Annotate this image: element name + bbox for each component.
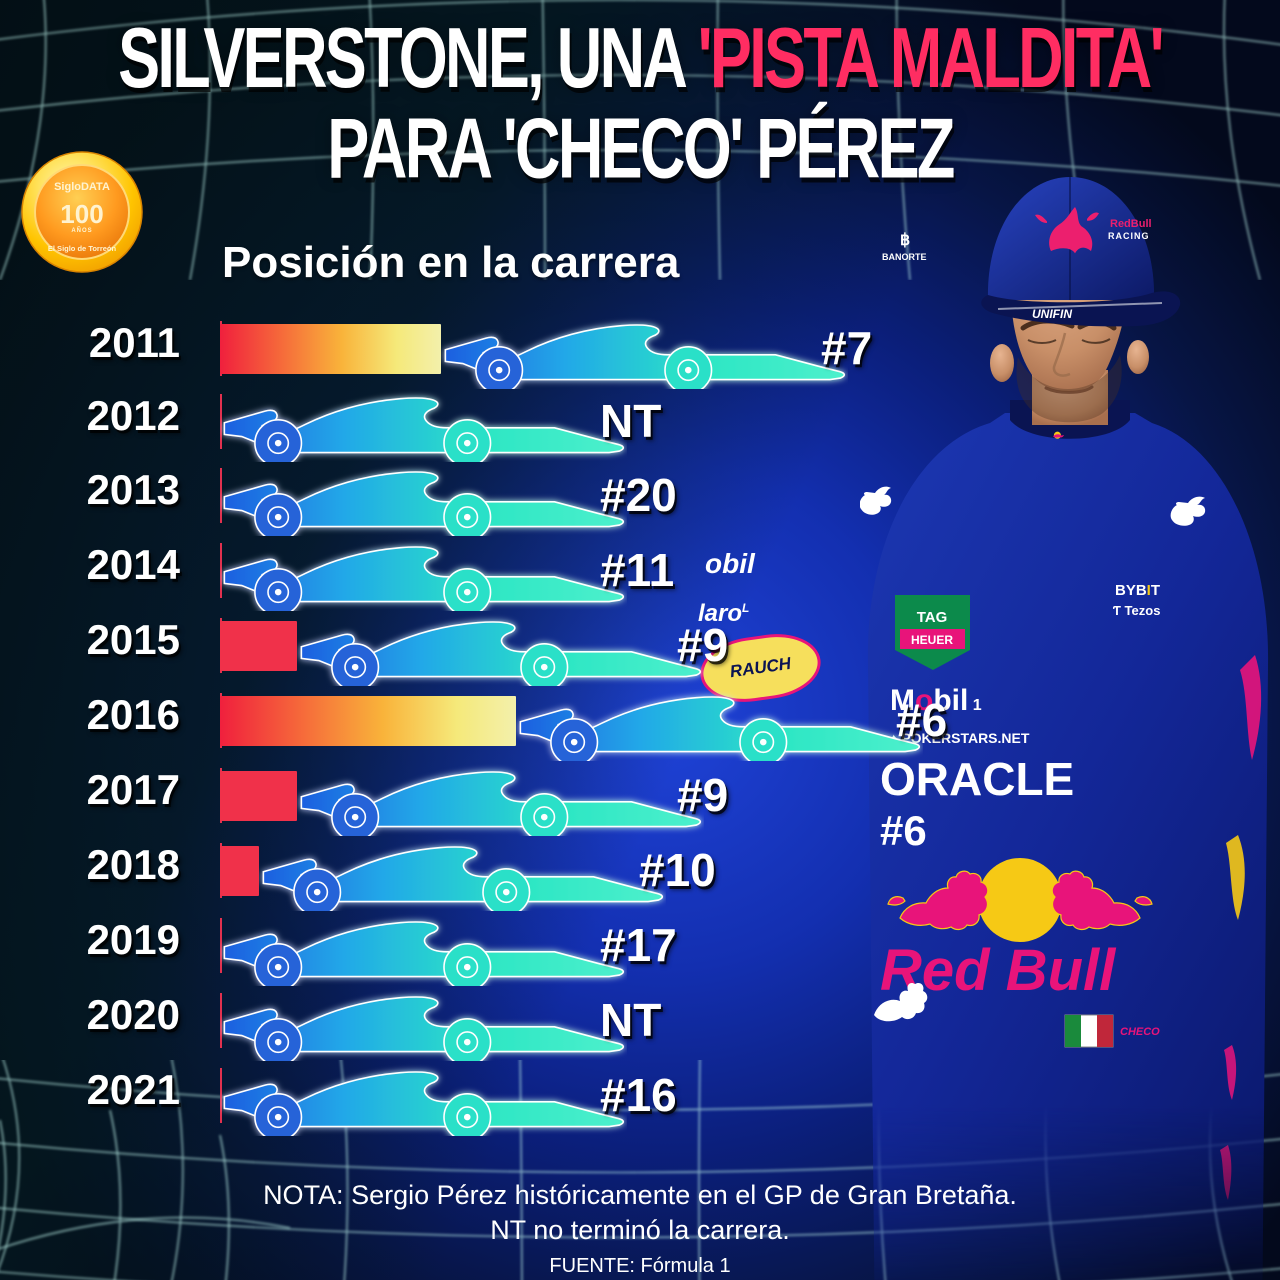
svg-text:RedBull: RedBull [1110, 218, 1152, 230]
svg-text:฿: ฿ [900, 232, 910, 249]
svg-text:BANORTE: BANORTE [882, 252, 927, 262]
svg-text:RACING: RACING [1108, 231, 1150, 241]
svg-text:El Siglo de Torreón: El Siglo de Torreón [48, 244, 117, 253]
svg-text:100: 100 [60, 199, 103, 229]
svg-text:AÑOS: AÑOS [71, 227, 92, 234]
svg-text:SigloDATA: SigloDATA [54, 181, 110, 193]
